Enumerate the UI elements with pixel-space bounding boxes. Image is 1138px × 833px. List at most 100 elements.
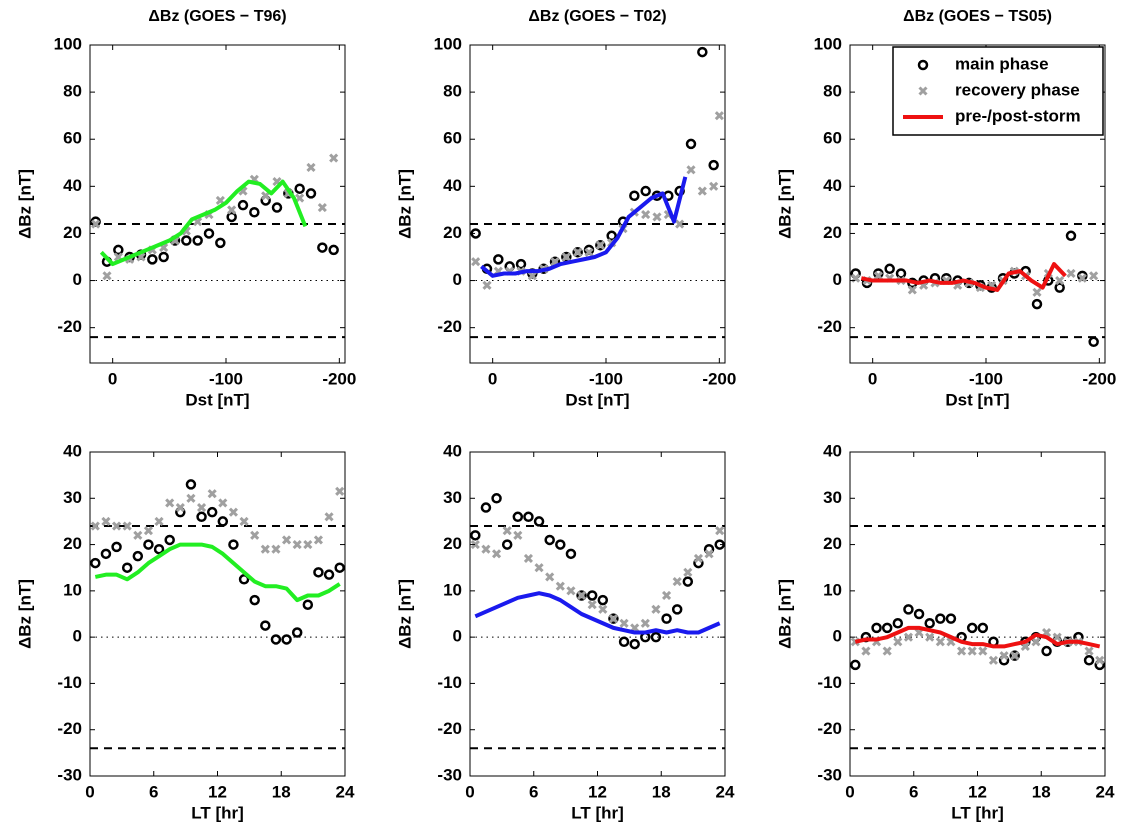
cross-stroke	[988, 655, 998, 665]
marker-cross	[873, 271, 883, 281]
marker-cross	[324, 512, 334, 522]
marker-cross	[133, 530, 143, 540]
cross-stroke	[935, 637, 945, 647]
cross-stroke	[1052, 632, 1062, 642]
y-tick-label: 100	[434, 34, 462, 53]
marker-cross	[1031, 637, 1041, 647]
marker-cross	[686, 165, 696, 175]
marker-circle	[158, 251, 169, 263]
cross-stroke	[545, 572, 555, 582]
cross-stroke	[197, 502, 207, 513]
marker-circle	[903, 604, 914, 615]
y-tick-label: 0	[73, 270, 82, 289]
marker-cross	[903, 632, 913, 642]
cross-stroke	[335, 486, 345, 496]
marker-cross	[662, 590, 672, 601]
marker-cross	[555, 581, 565, 591]
marker-cross	[102, 271, 112, 281]
y-tick-label: -30	[437, 765, 462, 784]
marker-circle	[1065, 230, 1077, 242]
marker-circle	[523, 511, 534, 523]
marker-circle	[682, 576, 694, 587]
marker-circle	[143, 539, 154, 550]
marker-circle	[294, 183, 305, 194]
y-tick-label: -20	[437, 317, 462, 336]
cross-stroke	[159, 243, 169, 253]
marker-cross	[651, 604, 661, 614]
marker-circle	[164, 534, 175, 546]
plot-frame	[89, 451, 346, 777]
y-tick-label: 60	[823, 129, 842, 148]
x-tick-label: -200	[322, 369, 356, 388]
marker-cross	[641, 210, 651, 220]
cross-stroke	[957, 646, 967, 656]
x-tick-label: -200	[1082, 369, 1116, 388]
marker-circle	[260, 620, 271, 631]
marker-cross	[957, 646, 967, 656]
marker-cross	[595, 240, 605, 250]
cross-stroke	[154, 516, 164, 526]
marker-cross	[481, 544, 491, 554]
marker-circle	[317, 242, 328, 253]
marker-cross	[282, 535, 292, 545]
marker-cross	[1066, 268, 1076, 279]
marker-circle	[1031, 298, 1043, 310]
plot-area	[470, 46, 725, 339]
plot-area	[90, 479, 345, 750]
cross-stroke	[662, 590, 672, 601]
marker-cross	[197, 502, 207, 513]
y-tick-label: 10	[823, 580, 842, 599]
marker-cross	[566, 586, 576, 596]
marker-cross	[271, 544, 281, 554]
marker-cross	[186, 493, 196, 503]
legend-box	[892, 46, 1104, 136]
marker-circle	[871, 622, 882, 634]
plot-frame	[89, 44, 346, 364]
cross-stroke	[492, 549, 502, 559]
marker-cross	[893, 637, 903, 647]
cross-stroke	[260, 544, 270, 554]
cross-stroke	[1010, 651, 1020, 661]
marker-cross	[122, 521, 132, 531]
y-axis-label: ΔBz [nT]	[775, 169, 794, 239]
cross-stroke	[967, 646, 977, 656]
marker-circle	[595, 239, 606, 251]
marker-cross	[261, 191, 271, 201]
marker-circle	[271, 202, 283, 213]
cross-stroke	[714, 111, 724, 121]
marker-circle	[501, 539, 513, 550]
marker-circle	[913, 608, 925, 620]
marker-circle	[892, 618, 904, 629]
plot-area	[850, 525, 1105, 750]
cross-stroke	[175, 502, 185, 513]
marker-circle	[884, 263, 895, 275]
marker-circle	[328, 244, 339, 256]
cross-stroke	[228, 507, 238, 517]
y-tick-label: -10	[437, 673, 462, 692]
cross-stroke	[918, 86, 928, 96]
marker-circle	[661, 613, 672, 624]
cross-stroke	[561, 252, 571, 262]
marker-cross	[1084, 646, 1094, 656]
cross-stroke	[91, 219, 101, 229]
cross-stroke	[170, 235, 180, 246]
marker-cross	[527, 271, 537, 281]
cross-stroke	[481, 544, 491, 554]
marker-cross	[1052, 632, 1062, 642]
cross-stroke	[101, 516, 111, 526]
marker-cross	[470, 540, 480, 550]
x-tick-label: 24	[1096, 782, 1115, 801]
cross-stroke	[238, 186, 248, 196]
cross-stroke	[218, 498, 228, 508]
y-tick-label: -10	[817, 673, 842, 692]
marker-cross	[228, 507, 238, 517]
marker-cross	[619, 618, 629, 628]
marker-circle	[153, 543, 165, 555]
y-tick-label: 0	[833, 270, 842, 289]
cross-stroke	[1095, 655, 1105, 665]
marker-cross	[317, 202, 327, 213]
marker-circle	[302, 599, 314, 610]
marker-circle	[544, 534, 555, 546]
y-tick-label: 40	[823, 176, 842, 195]
